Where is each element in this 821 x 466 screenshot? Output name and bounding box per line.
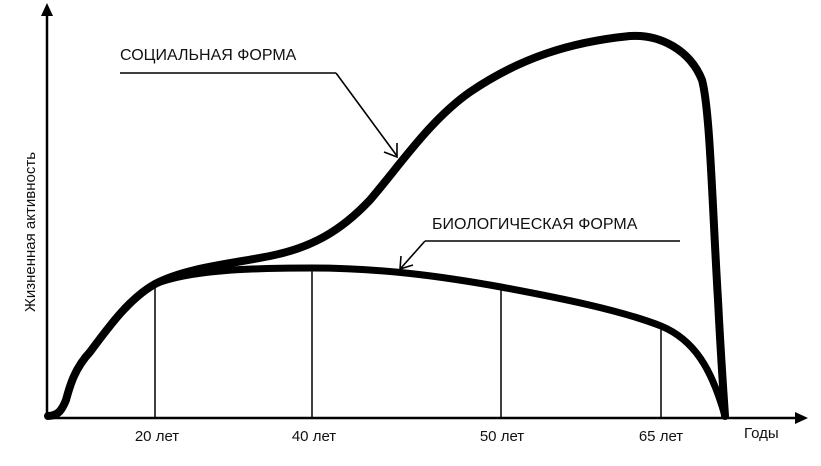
y-axis-arrow-icon [41, 3, 53, 16]
axes [41, 3, 808, 424]
social-annotation-leader [120, 72, 398, 159]
social-curve [44, 31, 729, 420]
biological-form-label: БИОЛОГИЧЕСКАЯ ФОРМА [432, 216, 638, 233]
x-axis-arrow-icon [795, 412, 808, 424]
tick-label-20: 20 лет [134, 428, 180, 445]
tick-label-65: 65 лет [638, 428, 684, 445]
arrow-head-icon [383, 143, 398, 159]
y-axis-label: Жизненная активность [22, 151, 39, 313]
age-markers [154, 268, 662, 418]
arrow-head-icon [399, 255, 414, 271]
x-axis-label: Годы [744, 425, 779, 442]
social-form-label: СОЦИАЛЬНАЯ ФОРМА [120, 47, 297, 64]
biological-annotation-leader [399, 240, 680, 271]
tick-label-50: 50 лет [479, 428, 525, 445]
tick-label-40: 40 лет [291, 428, 337, 445]
